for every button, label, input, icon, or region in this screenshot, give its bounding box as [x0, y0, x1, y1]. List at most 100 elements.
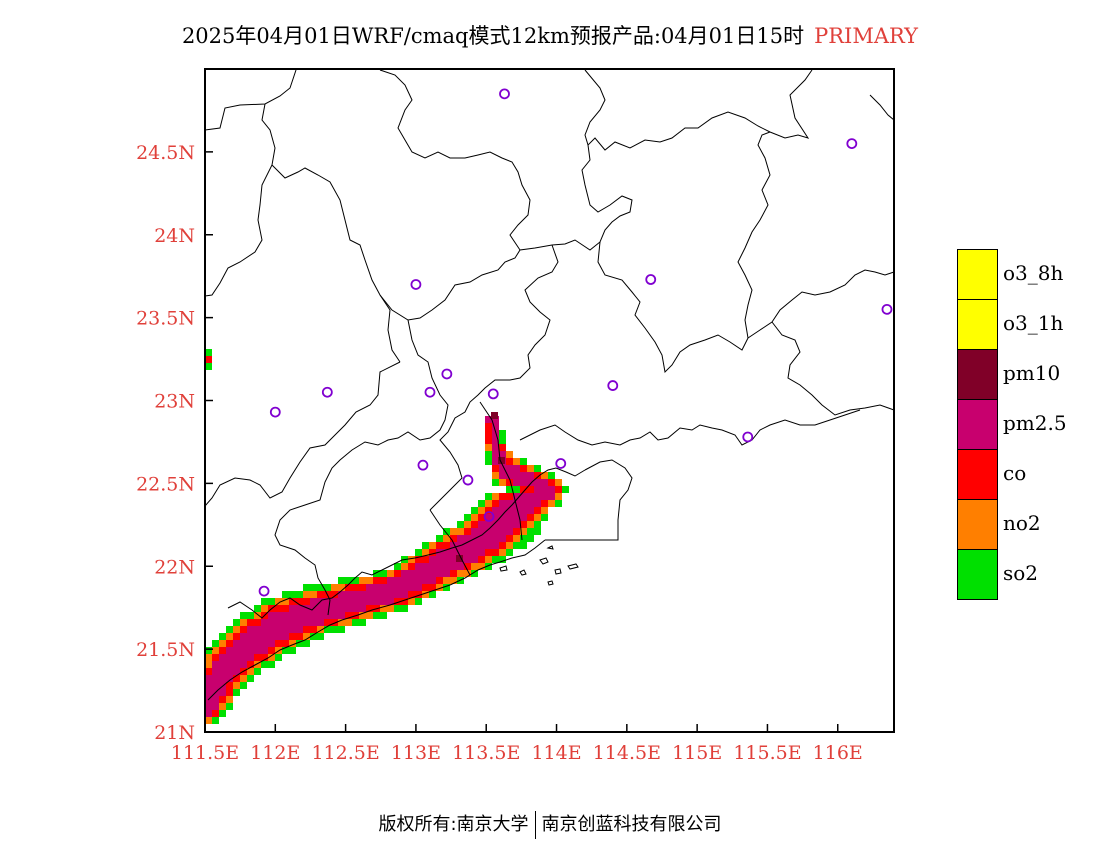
plume-cell	[555, 500, 562, 507]
plume-cell	[471, 514, 478, 521]
plume-cell	[331, 584, 338, 591]
plume-cell	[464, 549, 471, 556]
plume-cell	[422, 556, 429, 563]
plume-cell	[394, 563, 401, 570]
plume-cell	[282, 626, 289, 633]
plume-cell	[289, 633, 296, 640]
plume-cell	[450, 577, 457, 584]
plume-cell	[401, 563, 408, 570]
legend-label: pm10	[1003, 361, 1061, 385]
plume-cell	[471, 542, 478, 549]
plume-cell	[317, 591, 324, 598]
plume-cell	[345, 577, 352, 584]
plume-cell	[331, 612, 338, 619]
plume-cell	[443, 563, 450, 570]
plume-cell	[541, 514, 548, 521]
plume-cell	[345, 619, 352, 626]
plume-cell	[317, 612, 324, 619]
plume-cell	[534, 479, 541, 486]
axis-ticks: 111.5E 112E 112.5E 113E 113.5E 114E 114.5E 115E…	[136, 142, 863, 764]
plume-cell	[240, 654, 247, 661]
plume-cell	[506, 542, 513, 549]
plume-cell	[331, 598, 338, 605]
plume-cell	[506, 535, 513, 542]
plume-cell	[303, 640, 310, 647]
y-tick-label: 23N	[154, 391, 195, 413]
plume-cell	[254, 654, 261, 661]
plume-cell	[275, 612, 282, 619]
plume-cell	[429, 556, 436, 563]
plume-cell	[513, 535, 520, 542]
plume-cell	[254, 619, 261, 626]
plume-cell	[240, 633, 247, 640]
boundary-line	[479, 401, 523, 541]
plume-cell	[506, 549, 513, 556]
boundary-line	[379, 69, 531, 251]
plume-cell	[247, 626, 254, 633]
plume-cell	[513, 514, 520, 521]
plume-cell	[212, 640, 219, 647]
plume-cell	[492, 458, 499, 465]
plume-cell	[492, 500, 499, 507]
plume-cell	[492, 416, 499, 423]
y-tick-label: 21.5N	[136, 639, 195, 661]
plume-cell	[303, 598, 310, 605]
plume-cell	[205, 349, 212, 356]
plume-cell	[464, 535, 471, 542]
plume-cell	[310, 619, 317, 626]
plume-cell	[485, 444, 492, 451]
plume-cell	[394, 598, 401, 605]
station-marker	[258, 585, 270, 597]
plume-cell	[527, 493, 534, 500]
plume-cell	[520, 514, 527, 521]
plume-cell	[324, 605, 331, 612]
plume-cell	[261, 598, 268, 605]
plume-cell	[506, 507, 513, 514]
plume-cell	[464, 570, 471, 577]
plume-cell	[247, 661, 254, 668]
plume-cell	[492, 465, 499, 472]
plume-cell	[380, 591, 387, 598]
plume-cell	[219, 675, 226, 682]
plume-cell	[289, 647, 296, 654]
plume-cell	[520, 535, 527, 542]
plume-cell	[289, 619, 296, 626]
plume-cell	[233, 640, 240, 647]
legend-label: o3_1h	[1003, 311, 1064, 335]
island-outline	[499, 545, 579, 586]
title-pollutant: PRIMARY	[814, 24, 919, 48]
plume-cell	[240, 661, 247, 668]
plume-cell	[513, 528, 520, 535]
plume-cell	[534, 528, 541, 535]
plume-cell	[408, 584, 415, 591]
plume-cell	[520, 500, 527, 507]
x-tick-label: 114.5E	[593, 742, 661, 764]
copyright-separator	[534, 811, 536, 839]
plume-cell	[268, 633, 275, 640]
plume-cell	[289, 598, 296, 605]
plume-cell	[359, 619, 366, 626]
plume-cell	[303, 605, 310, 612]
plume-cell	[485, 549, 492, 556]
plume-cell	[499, 528, 506, 535]
plume-cell	[205, 675, 212, 682]
plume-cell	[303, 591, 310, 598]
plume-cell	[352, 605, 359, 612]
plume-cell	[205, 710, 212, 717]
plume-cell	[345, 598, 352, 605]
plume-cell	[499, 451, 506, 458]
station-marker	[269, 406, 281, 418]
plume-cell	[205, 661, 212, 668]
station-marker	[410, 279, 422, 290]
plume-cell	[401, 577, 408, 584]
plume-cell	[415, 563, 422, 570]
plume-cell	[219, 633, 226, 640]
plume-cell	[436, 535, 443, 542]
plume-cell	[359, 605, 366, 612]
plume-cell	[541, 493, 548, 500]
plume-cell	[548, 493, 555, 500]
plume-cell	[268, 619, 275, 626]
plume-cell	[527, 521, 534, 528]
plume-cell	[491, 412, 498, 419]
station-marker	[441, 368, 453, 380]
